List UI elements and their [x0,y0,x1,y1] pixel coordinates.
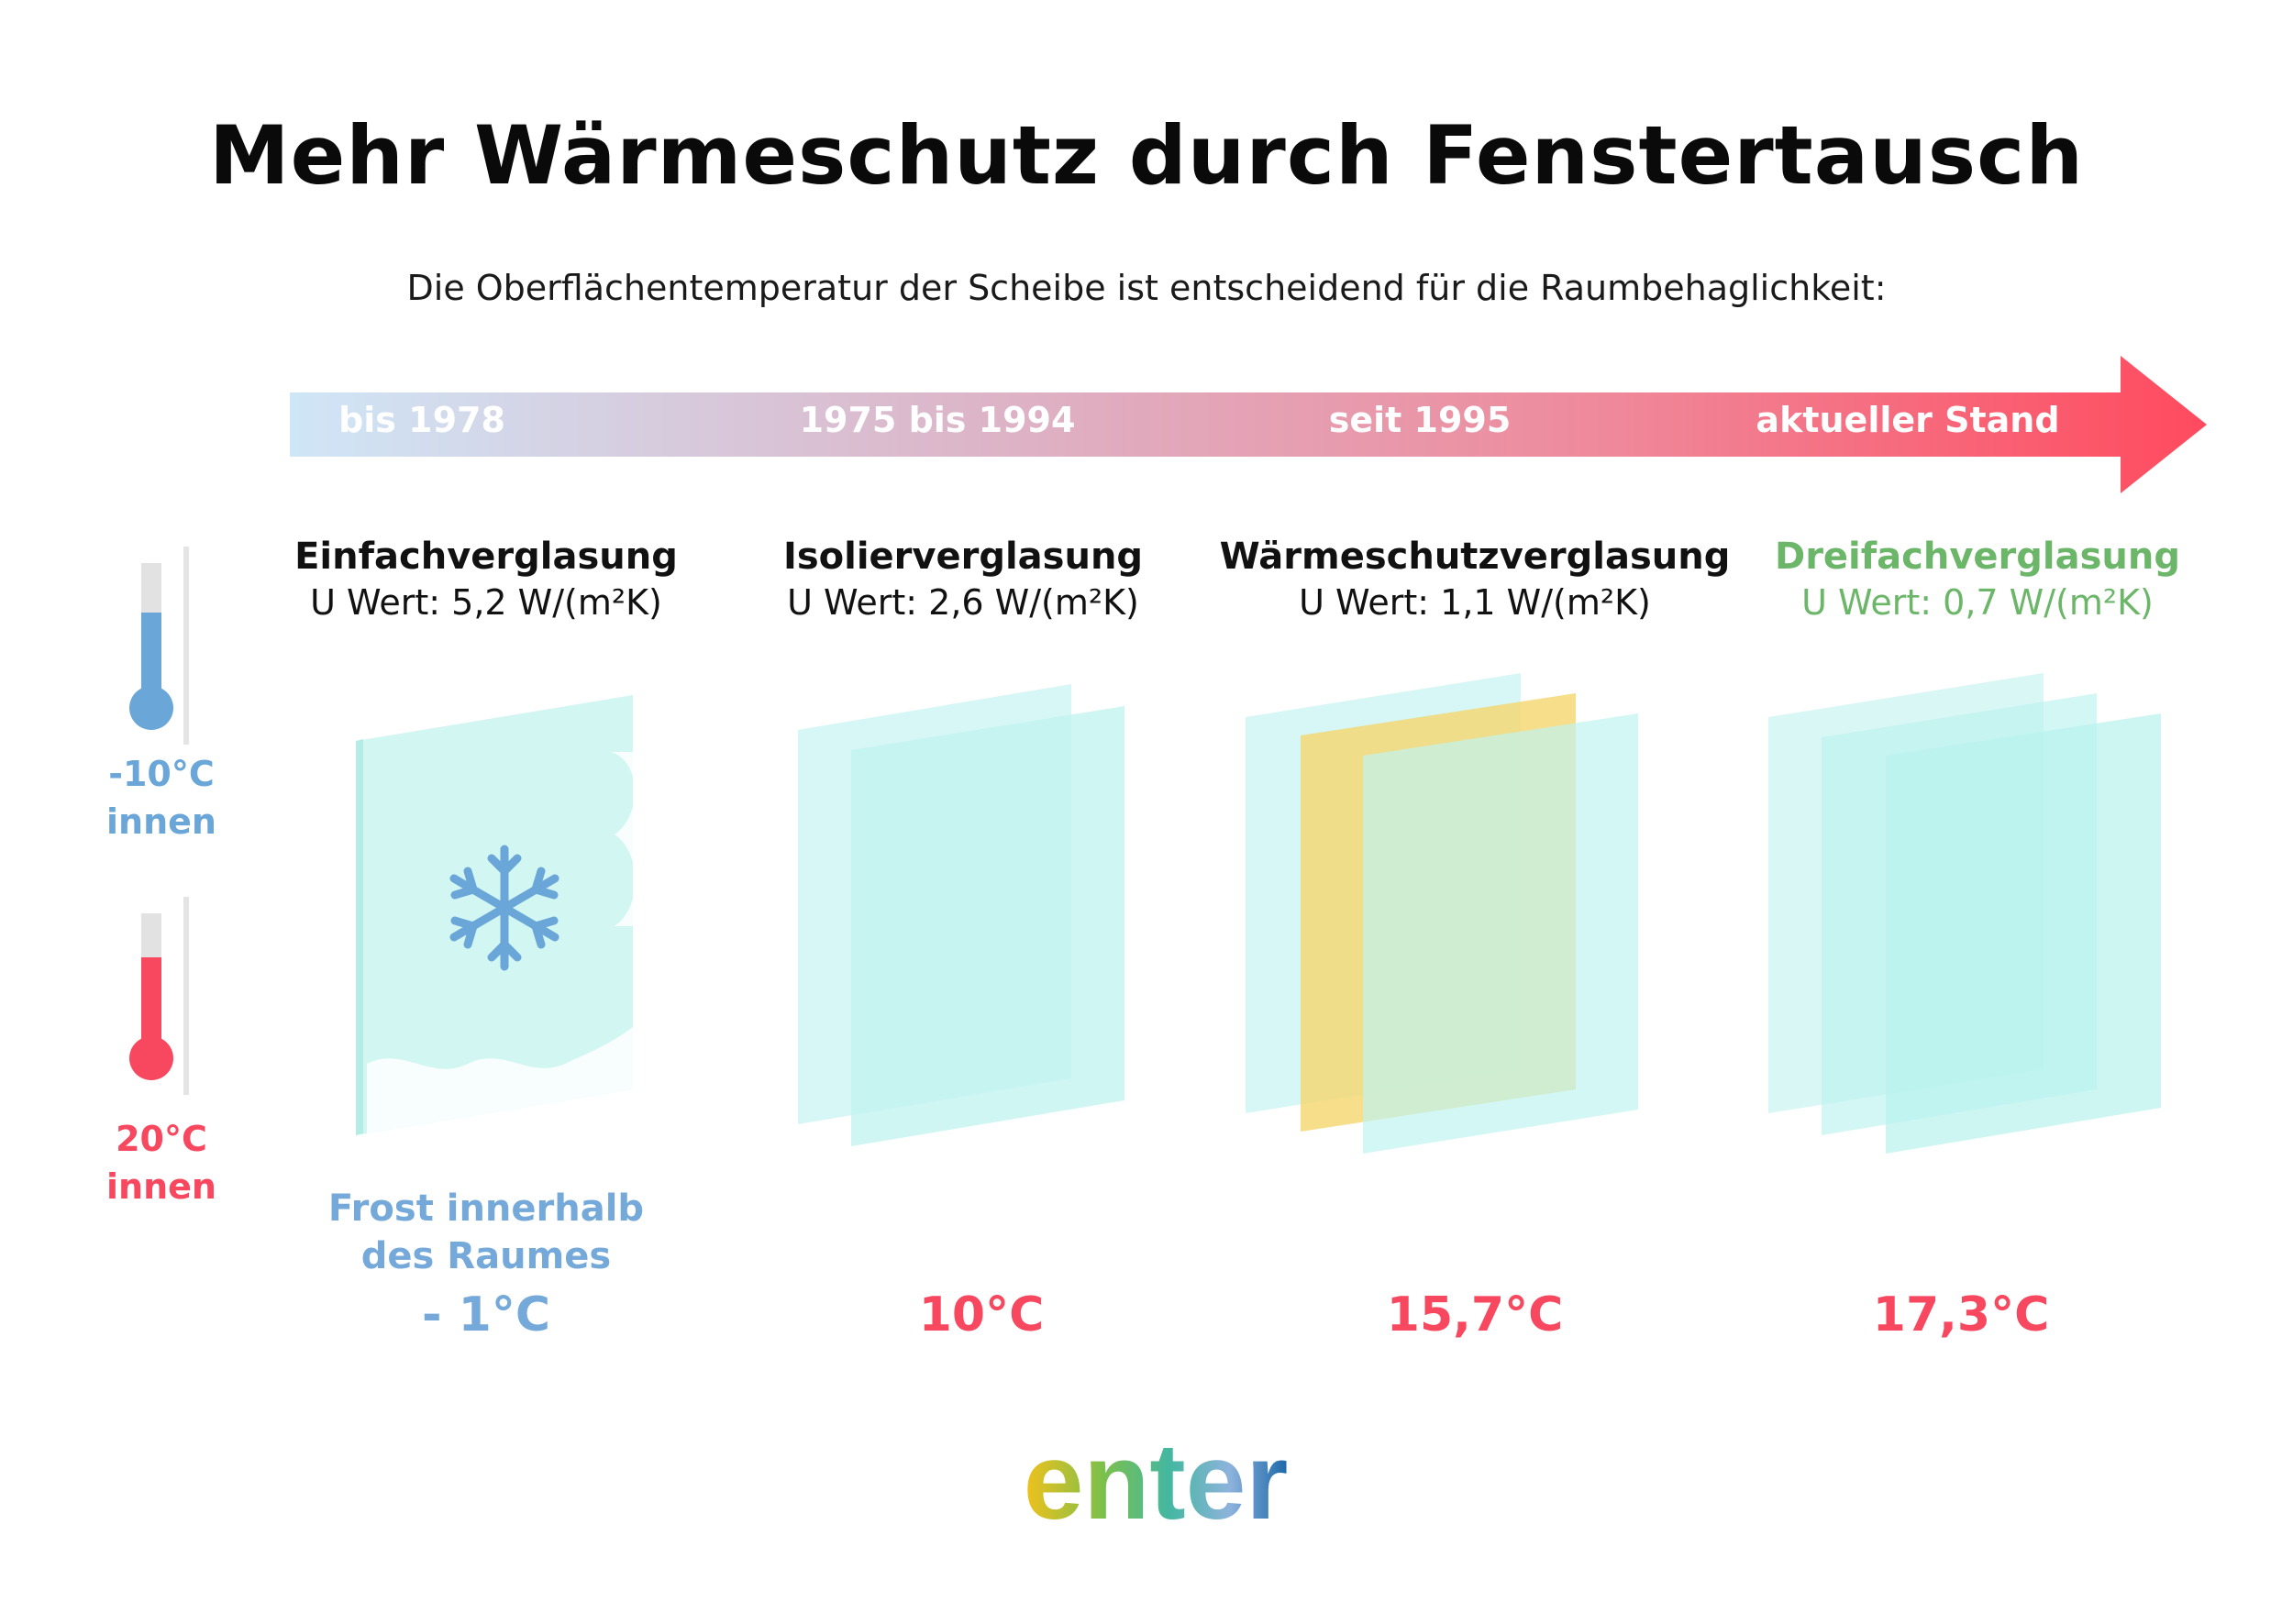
glazing-u-value-2: U Wert: 2,6 W/(m²K) [787,582,1139,623]
svg-text:enter: enter [1024,1431,1289,1541]
cold-thermometer-icon [129,547,189,745]
timeline-label-1: bis 1978 [338,400,505,440]
glass-pane [1363,713,1638,1154]
page-subtitle: Die Oberflächentemperatur der Scheibe is… [406,268,1887,308]
glazing-name-2: Isolierverglasung [782,536,1144,578]
glazing-name-3: Wärmeschutzverglasung [1219,536,1731,578]
warm-thermometer-label: 20°C innen [70,1115,253,1210]
glazing-name-4: Dreifachverglasung [1774,536,2180,578]
glazing-heading-1: Einfachverglasung U Wert: 5,2 W/(m²K) [229,534,743,625]
glazing-name-1: Einfachverglasung [294,536,678,578]
glazing-heading-2: Isolierverglasung U Wert: 2,6 W/(m²K) [706,534,1220,625]
warm-thermometer-icon [129,897,189,1095]
surface-temp-2: 10°C [918,1287,1045,1342]
cold-thermometer-temp: -10°C [108,754,215,794]
page-title: Mehr Wärmeschutz durch Fenstertausch [209,108,2084,203]
glazing-heading-3: Wärmeschutzverglasung U Wert: 1,1 W/(m²K… [1218,534,1732,625]
pane-edge [356,739,363,1135]
timeline-label-4: aktueller Stand [1756,400,2060,440]
low-e-glazing-illustration [1246,673,1638,1154]
cold-thermometer-caption: innen [106,801,216,842]
triple-glazing-illustration [1768,673,2161,1154]
warm-thermometer-temp: 20°C [116,1119,207,1159]
glazing-u-value-1: U Wert: 5,2 W/(m²K) [310,582,662,623]
surface-temp-3: 15,7°C [1386,1287,1564,1342]
enter-logo: enter [1024,1431,1289,1541]
glass-pane [851,706,1124,1146]
frost-note: Frost innerhalb des Raumes [303,1185,670,1280]
glazing-u-value-3: U Wert: 1,1 W/(m²K) [1299,582,1651,623]
warm-thermometer-caption: innen [106,1166,216,1207]
frost-cloud [611,752,636,926]
surface-temp-4: 17,3°C [1872,1287,2050,1342]
surface-temp-1: - 1°C [421,1287,551,1342]
frost-cloud [367,1027,633,1133]
glass-pane [1886,713,2161,1154]
timeline-arrow [290,356,2207,493]
single-glazing-illustration [356,695,636,1135]
glazing-heading-4: Dreifachverglasung U Wert: 0,7 W/(m²K) [1721,534,2234,625]
glazing-u-value-4: U Wert: 0,7 W/(m²K) [1801,582,2154,623]
snowflake-icon [449,845,559,971]
double-glazing-illustration [798,684,1124,1146]
timeline-label-3: seit 1995 [1328,400,1512,440]
cold-thermometer-label: -10°C innen [70,750,253,845]
frost-note-line-2: des Raumes [360,1235,612,1277]
timeline-label-2: 1975 bis 1994 [799,400,1076,440]
frost-note-line-1: Frost innerhalb [327,1188,645,1230]
